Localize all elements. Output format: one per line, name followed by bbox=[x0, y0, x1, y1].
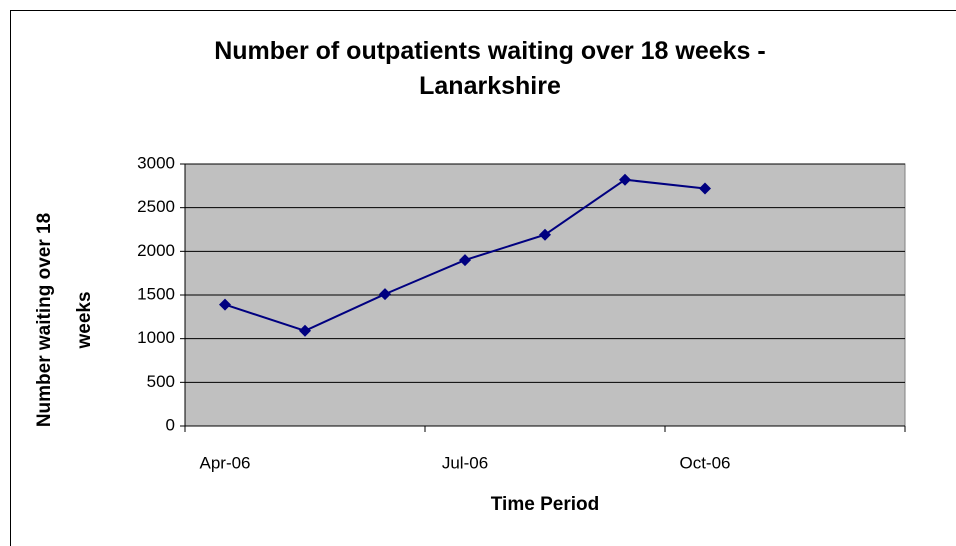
data-point bbox=[619, 173, 631, 186]
y-axis-label: Number waiting over 18 weeks bbox=[34, 212, 95, 428]
data-point bbox=[219, 298, 231, 311]
y-tick-label: 1500 bbox=[137, 284, 175, 303]
data-point bbox=[379, 288, 391, 301]
y-tick-label: 0 bbox=[166, 415, 175, 434]
data-point bbox=[459, 254, 471, 267]
data-point bbox=[539, 228, 551, 241]
x-tick-label: Jul-06 bbox=[442, 453, 488, 472]
y-tick-label: 3000 bbox=[137, 153, 175, 172]
y-tick-label: 1000 bbox=[137, 328, 175, 347]
y-tick-label: 2000 bbox=[137, 241, 175, 260]
x-tick-label: Apr-06 bbox=[199, 453, 250, 472]
data-point bbox=[699, 182, 711, 195]
data-point bbox=[299, 324, 311, 337]
x-tick-label: Oct-06 bbox=[679, 453, 730, 472]
x-axis-label: Time Period bbox=[490, 494, 600, 515]
y-tick-label: 500 bbox=[147, 372, 175, 391]
chart-title: Number of outpatients waiting over 18 we… bbox=[214, 37, 766, 100]
y-tick-label: 2500 bbox=[137, 197, 175, 216]
